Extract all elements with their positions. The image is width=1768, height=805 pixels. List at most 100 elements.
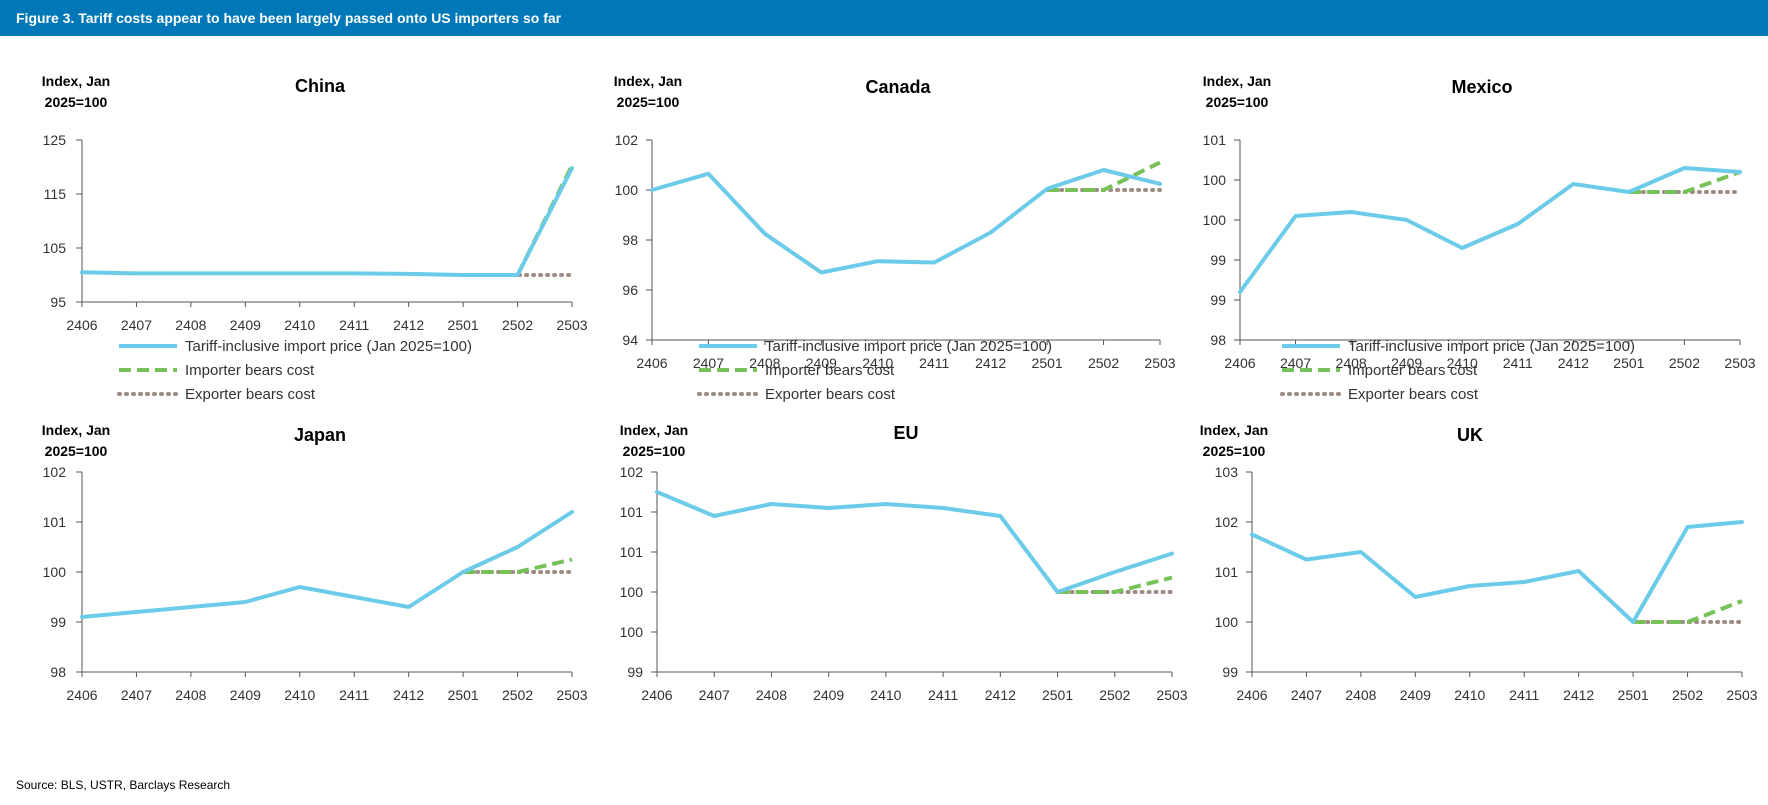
y-tick-label: 100 bbox=[620, 624, 644, 640]
x-tick-label: 2503 bbox=[1156, 687, 1187, 703]
y-axis-label-line1: Index, Jan bbox=[613, 73, 683, 89]
y-tick-label: 100 bbox=[615, 182, 639, 198]
y-axis-label-line2: 2025=100 bbox=[1205, 94, 1269, 110]
legend-item-tariff: Tariff-inclusive import price (Jan 2025=… bbox=[1280, 334, 1635, 358]
y-tick-label: 98 bbox=[622, 232, 638, 248]
x-tick-label: 2409 bbox=[230, 317, 261, 333]
x-tick-label: 2410 bbox=[284, 687, 315, 703]
legend-item-importer: Importer bears cost bbox=[1280, 358, 1635, 382]
series-line-importer bbox=[1057, 575, 1173, 594]
x-tick-label: 2408 bbox=[175, 317, 206, 333]
x-tick-label: 2408 bbox=[175, 687, 206, 703]
y-tick-label: 101 bbox=[620, 544, 644, 560]
x-tick-label: 2406 bbox=[1236, 687, 1267, 703]
y-tick-label: 95 bbox=[50, 294, 66, 310]
legend-item-exporter: Exporter bears cost bbox=[117, 382, 472, 406]
x-tick-label: 2411 bbox=[1503, 355, 1533, 371]
chart-title: EU bbox=[893, 423, 919, 443]
x-tick-label: 2406 bbox=[66, 687, 97, 703]
x-tick-label: 2502 bbox=[1672, 687, 1703, 703]
y-axis-label-line2: 2025=100 bbox=[44, 443, 108, 459]
legend-swatch-importer-line bbox=[119, 368, 177, 372]
legend-swatch-exporter-line bbox=[117, 392, 179, 396]
legend-label-tariff: Tariff-inclusive import price (Jan 2025=… bbox=[1348, 337, 1635, 355]
legend-item-importer: Importer bears cost bbox=[117, 358, 472, 382]
x-tick-label: 2408 bbox=[756, 687, 787, 703]
chart-plot-mexico: 98 99 99 100 100 101 2406 2407 2408 2409 2410 2411 2… bbox=[1203, 132, 1756, 371]
legend-item-tariff: Tariff-inclusive import price (Jan 2025=… bbox=[117, 334, 472, 358]
x-tick-label: 2503 bbox=[556, 317, 587, 333]
chart-panel-uk: Index, Jan 2025=100 UK 99 100 101 102 103 240… bbox=[1180, 406, 1768, 776]
series-line-tariff bbox=[1250, 520, 1744, 624]
x-tick-label: 2501 bbox=[448, 687, 479, 703]
y-tick-label: 100 bbox=[620, 584, 644, 600]
chart-title: Mexico bbox=[1451, 77, 1513, 97]
y-axis-label: Index, Jan 2025=100 bbox=[1197, 71, 1277, 113]
legend-label-exporter: Exporter bears cost bbox=[765, 385, 896, 403]
legend-label-tariff: Tariff-inclusive import price (Jan 2025=… bbox=[185, 337, 472, 355]
y-tick-label: 99 bbox=[1222, 664, 1238, 680]
series-line-tariff bbox=[655, 490, 1174, 594]
x-tick-label: 2409 bbox=[230, 687, 261, 703]
series-line-importer bbox=[1628, 170, 1741, 194]
y-tick-label: 99 bbox=[50, 614, 66, 630]
y-axis-label-line2: 2025=100 bbox=[622, 443, 686, 459]
y-tick-label: 100 bbox=[1203, 172, 1227, 188]
x-tick-label: 2412 bbox=[393, 317, 424, 333]
x-tick-label: 2412 bbox=[1563, 687, 1594, 703]
chart-plot-uk: 99 100 101 102 103 2406 2407 2408 2409 2410 2411 24… bbox=[1215, 464, 1758, 703]
legend-item-exporter: Exporter bears cost bbox=[697, 382, 1052, 406]
legend-label-importer: Importer bears cost bbox=[1348, 361, 1478, 379]
x-tick-label: 2406 bbox=[1224, 355, 1255, 371]
x-tick-label: 2411 bbox=[339, 687, 369, 703]
chart-panel-china: Index, Jan 2025=100 China 95 105 115 125 240… bbox=[0, 36, 590, 406]
series-line-tariff bbox=[80, 510, 574, 619]
y-axis-label: Index, Jan 2025=100 bbox=[608, 71, 688, 113]
x-tick-label: 2503 bbox=[556, 687, 587, 703]
y-axis-label-line2: 2025=100 bbox=[1202, 443, 1266, 459]
y-axis-label: Index, Jan 2025=100 bbox=[1194, 420, 1274, 462]
y-tick-label: 101 bbox=[1215, 564, 1239, 580]
x-tick-label: 2411 bbox=[1509, 687, 1539, 703]
legend-swatch-exporter-line bbox=[697, 392, 759, 396]
legend-item-exporter: Exporter bears cost bbox=[1280, 382, 1635, 406]
x-tick-label: 2503 bbox=[1724, 355, 1755, 371]
y-tick-label: 99 bbox=[627, 664, 643, 680]
chart-title: UK bbox=[1457, 425, 1483, 445]
legend-label-importer: Importer bears cost bbox=[185, 361, 315, 379]
source-note: Source: BLS, USTR, Barclays Research bbox=[16, 778, 231, 792]
chart-panel-japan: Index, Jan 2025=100 Japan 98 99 100 101 102 2… bbox=[0, 406, 590, 776]
chart-plot-eu: 99 100 100 101 101 102 2406 2407 2408 2409 2410 241… bbox=[620, 464, 1188, 703]
series-line-importer bbox=[1047, 160, 1161, 192]
x-tick-label: 2412 bbox=[985, 687, 1016, 703]
chart-plot-canada: 94 96 98 100 102 2406 2407 2408 2409 2410 2411 2412… bbox=[615, 132, 1176, 371]
x-tick-label: 2501 bbox=[448, 317, 479, 333]
y-axis-label-line1: Index, Jan bbox=[1199, 422, 1269, 438]
x-tick-label: 2409 bbox=[1400, 687, 1431, 703]
chart-plot-japan: 98 99 100 101 102 2406 2407 2408 2409 2410 2411 241… bbox=[43, 464, 588, 703]
x-tick-label: 2407 bbox=[699, 687, 730, 703]
x-tick-label: 2410 bbox=[870, 687, 901, 703]
series-line-importer bbox=[463, 557, 573, 574]
legend-swatch-exporter-line bbox=[1280, 392, 1342, 396]
y-axis-label-line2: 2025=100 bbox=[616, 94, 680, 110]
chart-legend: Tariff-inclusive import price (Jan 2025=… bbox=[697, 334, 1052, 406]
x-tick-label: 2407 bbox=[1291, 687, 1322, 703]
y-axis-label-line1: Index, Jan bbox=[41, 422, 111, 438]
series-line-importer bbox=[1633, 599, 1743, 624]
x-tick-label: 2410 bbox=[1447, 355, 1478, 371]
chart-panel-mexico: Index, Jan 2025=100 Mexico 98 99 99 100 100 1… bbox=[1180, 36, 1768, 406]
y-tick-label: 101 bbox=[1203, 132, 1227, 148]
x-tick-label: 2406 bbox=[66, 317, 97, 333]
x-tick-label: 2411 bbox=[339, 317, 369, 333]
legend-swatch-tariff-line bbox=[119, 344, 177, 348]
x-tick-label: 2411 bbox=[928, 687, 958, 703]
legend-swatch-tariff-line bbox=[1282, 344, 1340, 348]
legend-item-tariff: Tariff-inclusive import price (Jan 2025=… bbox=[697, 334, 1052, 358]
x-tick-label: 2408 bbox=[1345, 687, 1376, 703]
y-axis-label-line1: Index, Jan bbox=[619, 422, 689, 438]
x-tick-label: 2408 bbox=[749, 355, 780, 371]
x-tick-label: 2412 bbox=[393, 687, 424, 703]
y-axis-label-line2: 2025=100 bbox=[44, 94, 108, 110]
series-line-tariff bbox=[1238, 166, 1742, 294]
